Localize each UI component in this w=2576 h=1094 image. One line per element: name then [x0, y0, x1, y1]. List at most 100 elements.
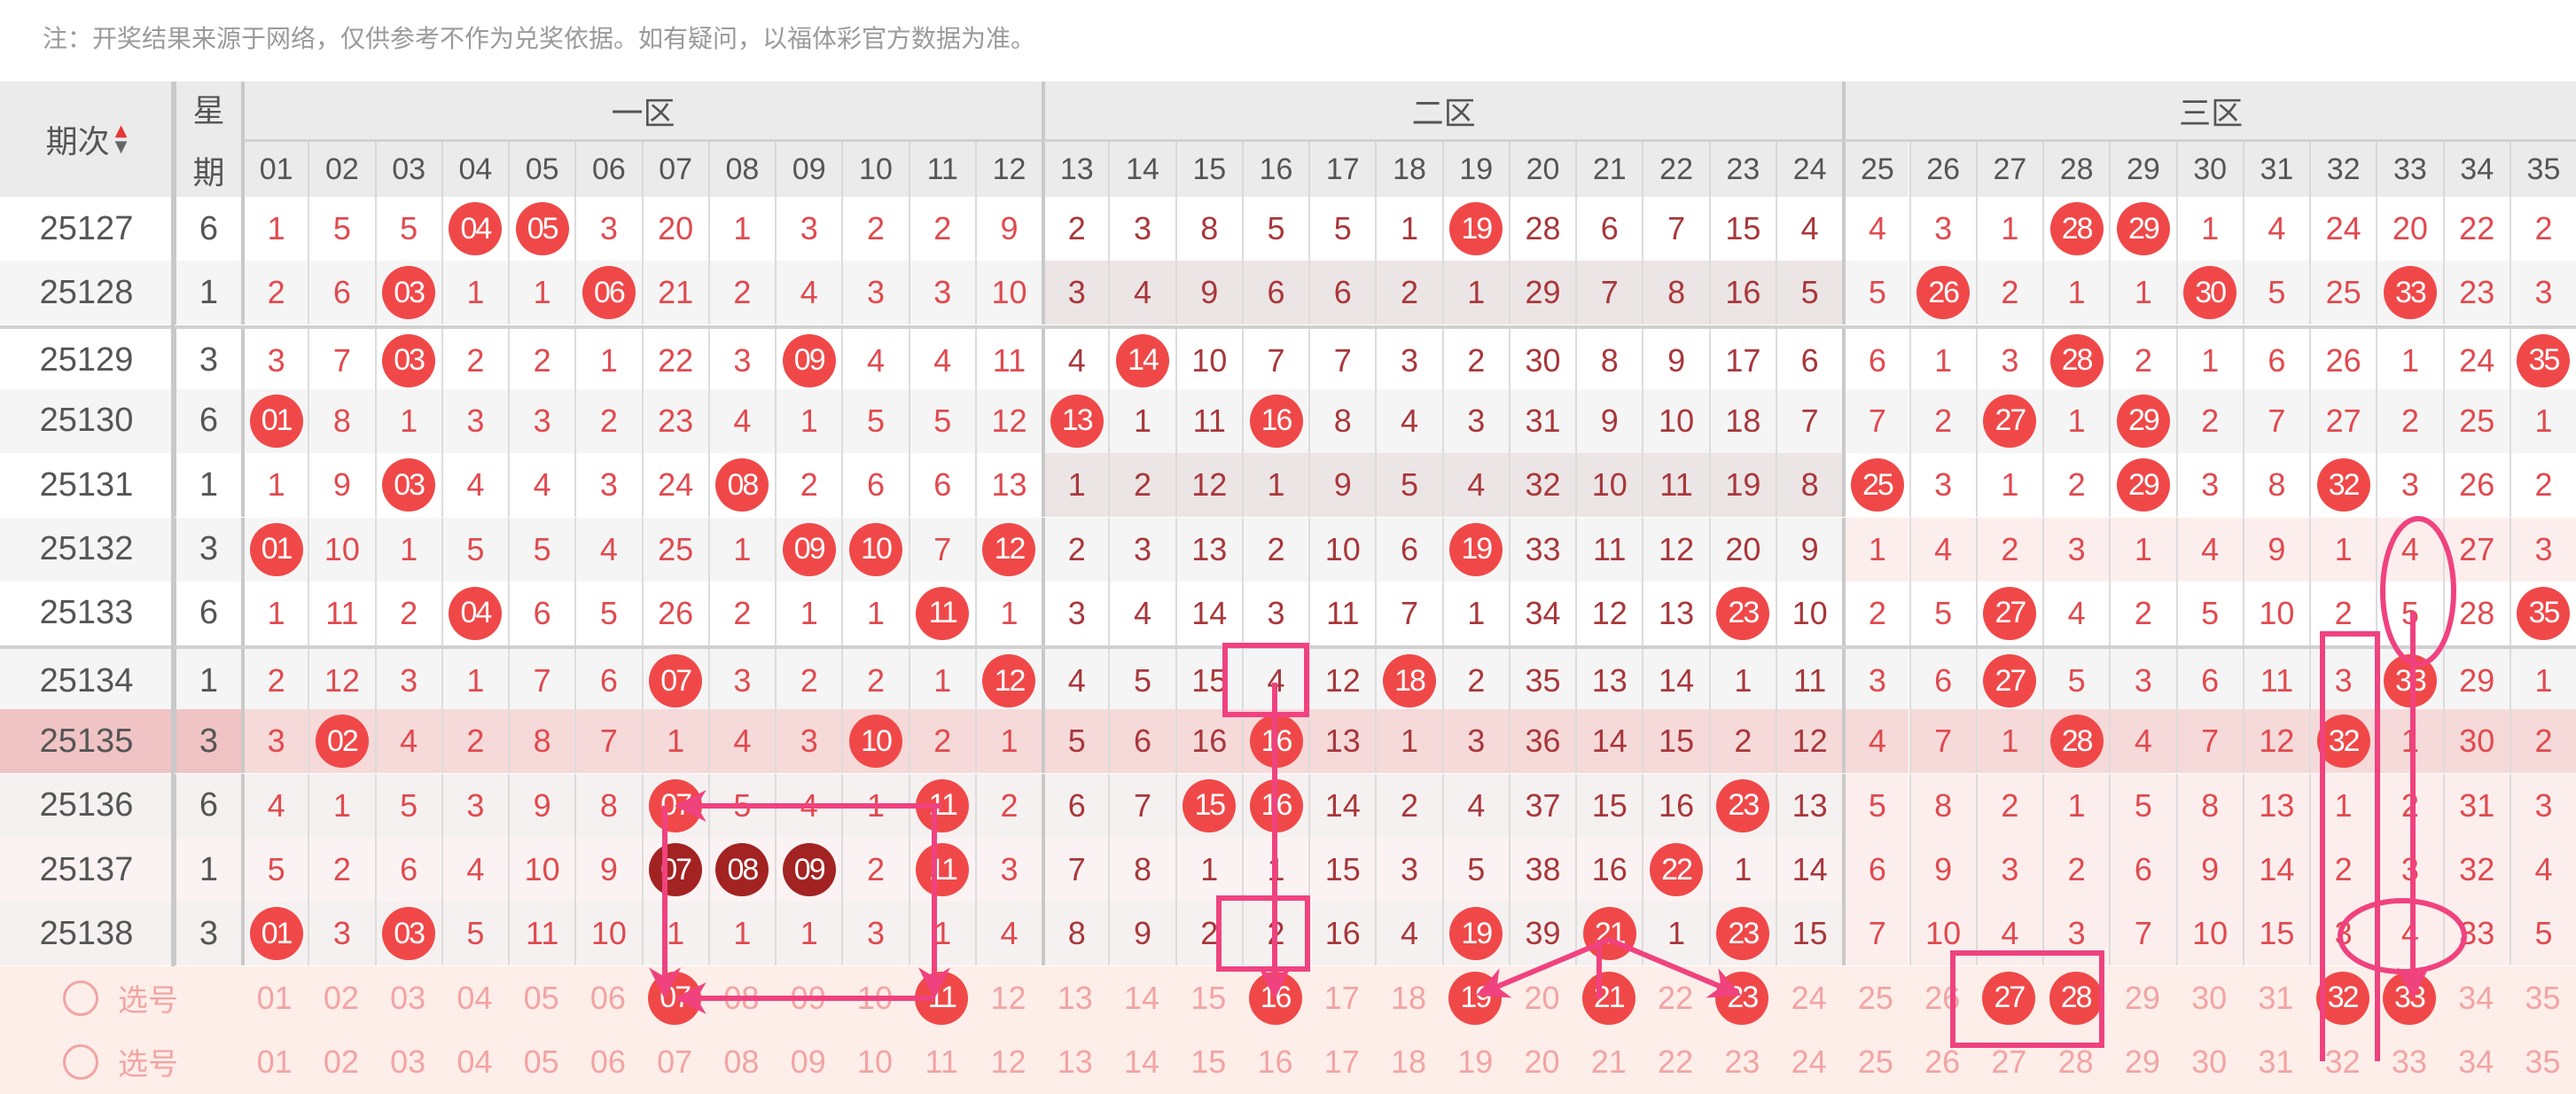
number-cell-02[interactable]: 11: [308, 581, 375, 645]
number-cell-15[interactable]: 14: [1175, 581, 1242, 645]
number-cell-27[interactable]: 3: [1975, 328, 2042, 393]
number-cell-25[interactable]: 6: [1842, 838, 1909, 902]
number-cell-26[interactable]: 5: [1909, 581, 1976, 645]
column-header-27[interactable]: 27: [1975, 142, 2042, 197]
number-cell-20[interactable]: 31: [1508, 388, 1576, 453]
number-cell-01[interactable]: 1: [241, 581, 308, 645]
number-cell-23[interactable]: 20: [1708, 517, 1776, 582]
number-cell-22[interactable]: 13: [1642, 581, 1709, 645]
column-header-33[interactable]: 33: [2376, 142, 2443, 197]
number-cell-14[interactable]: 4: [1108, 581, 1175, 645]
number-cell-07[interactable]: 22: [641, 328, 708, 393]
select-number-16[interactable]: 16: [1242, 966, 1308, 1030]
number-cell-33[interactable]: 4: [2376, 517, 2443, 582]
column-header-09[interactable]: 09: [775, 142, 842, 197]
number-cell-23[interactable]: 23: [1708, 902, 1776, 966]
number-cell-22[interactable]: 14: [1642, 649, 1709, 714]
number-cell-05[interactable]: 7: [508, 649, 575, 714]
number-cell-15[interactable]: 9: [1175, 261, 1242, 325]
number-cell-06[interactable]: 4: [574, 517, 642, 582]
number-cell-04[interactable]: 4: [441, 453, 509, 518]
number-cell-31[interactable]: 14: [2242, 838, 2310, 902]
column-header-03[interactable]: 03: [374, 142, 441, 197]
select-number-02[interactable]: 02: [308, 1030, 374, 1094]
number-cell-31[interactable]: 12: [2242, 709, 2310, 774]
number-cell-26[interactable]: 4: [1909, 517, 1976, 582]
select-number-21[interactable]: 21: [1575, 966, 1642, 1030]
number-cell-23[interactable]: 2: [1708, 709, 1776, 774]
number-cell-16[interactable]: 7: [1241, 328, 1309, 393]
number-cell-15[interactable]: 10: [1175, 328, 1242, 393]
number-cell-29[interactable]: 7: [2109, 902, 2176, 966]
number-cell-30[interactable]: 2: [2175, 388, 2243, 453]
number-cell-24[interactable]: 9: [1775, 517, 1843, 582]
column-header-16[interactable]: 16: [1241, 142, 1309, 197]
select-number-06[interactable]: 06: [574, 966, 641, 1030]
number-cell-01[interactable]: 4: [241, 773, 308, 838]
number-cell-07[interactable]: 07: [641, 838, 708, 902]
number-cell-09[interactable]: 4: [775, 261, 842, 325]
number-cell-35[interactable]: 35: [2509, 328, 2576, 393]
number-cell-30[interactable]: 4: [2175, 517, 2243, 582]
number-cell-27[interactable]: 4: [1975, 902, 2042, 966]
column-header-21[interactable]: 21: [1575, 142, 1643, 197]
select-number-31[interactable]: 31: [2243, 966, 2309, 1030]
number-cell-02[interactable]: 10: [308, 517, 375, 582]
select-number-15[interactable]: 15: [1175, 1030, 1242, 1094]
number-cell-12[interactable]: 10: [974, 261, 1042, 325]
number-cell-28[interactable]: 28: [2042, 709, 2110, 774]
number-cell-08[interactable]: 4: [707, 709, 776, 774]
number-cell-18[interactable]: 18: [1375, 649, 1442, 714]
number-cell-07[interactable]: 25: [641, 517, 708, 582]
number-cell-01[interactable]: 3: [241, 328, 308, 393]
select-number-29[interactable]: 29: [2109, 1030, 2175, 1094]
number-cell-17[interactable]: 10: [1308, 517, 1376, 582]
number-cell-17[interactable]: 6: [1308, 261, 1376, 325]
number-cell-14[interactable]: 3: [1108, 197, 1175, 261]
number-cell-07[interactable]: 07: [641, 773, 708, 838]
number-cell-26[interactable]: 26: [1909, 261, 1976, 325]
number-cell-18[interactable]: 4: [1375, 902, 1442, 966]
table-row[interactable]: 25133 6 1 11 2 04 6 5 26 2 1 1 11 1 3 4 14 3 11 7 1 34 12 13 23 1…: [0, 581, 2576, 645]
select-number-22[interactable]: 22: [1642, 1030, 1708, 1094]
number-cell-21[interactable]: 10: [1575, 453, 1643, 518]
number-cell-34[interactable]: 23: [2442, 261, 2510, 325]
table-row[interactable]: 25134 1 2 12 3 1 7 6 07 3 2 2 1 12 4 5 15 4 12 18 2 35 13 14 1 11…: [0, 645, 2576, 714]
select-number-24[interactable]: 24: [1776, 1030, 1842, 1094]
number-cell-16[interactable]: 16: [1241, 709, 1309, 774]
number-cell-29[interactable]: 2: [2109, 328, 2176, 393]
number-cell-08[interactable]: 2: [707, 581, 776, 645]
number-cell-17[interactable]: 8: [1308, 388, 1376, 453]
select-number-15[interactable]: 15: [1175, 966, 1242, 1030]
number-cell-26[interactable]: 8: [1909, 773, 1976, 838]
number-cell-12[interactable]: 4: [974, 902, 1042, 966]
number-cell-22[interactable]: 7: [1642, 197, 1709, 261]
number-cell-35[interactable]: 1: [2509, 649, 2576, 714]
column-header-22[interactable]: 22: [1642, 142, 1709, 197]
number-cell-07[interactable]: 21: [641, 261, 708, 325]
number-cell-16[interactable]: 2: [1241, 517, 1309, 582]
number-cell-35[interactable]: 2: [2509, 197, 2576, 261]
number-cell-29[interactable]: 29: [2109, 453, 2176, 518]
number-cell-03[interactable]: 6: [374, 838, 441, 902]
number-cell-25[interactable]: 4: [1842, 709, 1909, 774]
number-cell-03[interactable]: 4: [374, 709, 441, 774]
select-number-33[interactable]: 33: [2376, 966, 2442, 1030]
number-cell-10[interactable]: 6: [841, 453, 909, 518]
number-cell-15[interactable]: 11: [1175, 388, 1242, 453]
number-cell-08[interactable]: 1: [707, 517, 776, 582]
number-cell-10[interactable]: 10: [841, 709, 909, 774]
number-cell-34[interactable]: 29: [2442, 649, 2510, 714]
column-header-12[interactable]: 12: [974, 142, 1042, 197]
number-cell-20[interactable]: 33: [1508, 517, 1576, 582]
number-cell-32[interactable]: 25: [2309, 261, 2377, 325]
number-cell-07[interactable]: 26: [641, 581, 708, 645]
select-number-14[interactable]: 14: [1108, 966, 1175, 1030]
number-cell-32[interactable]: 2: [2309, 838, 2377, 902]
number-cell-32[interactable]: 1: [2309, 517, 2377, 582]
number-cell-19[interactable]: 19: [1441, 517, 1509, 582]
column-header-08[interactable]: 08: [707, 142, 776, 197]
number-cell-02[interactable]: 1: [308, 773, 375, 838]
select-number-25[interactable]: 25: [1842, 966, 1909, 1030]
number-cell-16[interactable]: 2: [1241, 902, 1309, 966]
